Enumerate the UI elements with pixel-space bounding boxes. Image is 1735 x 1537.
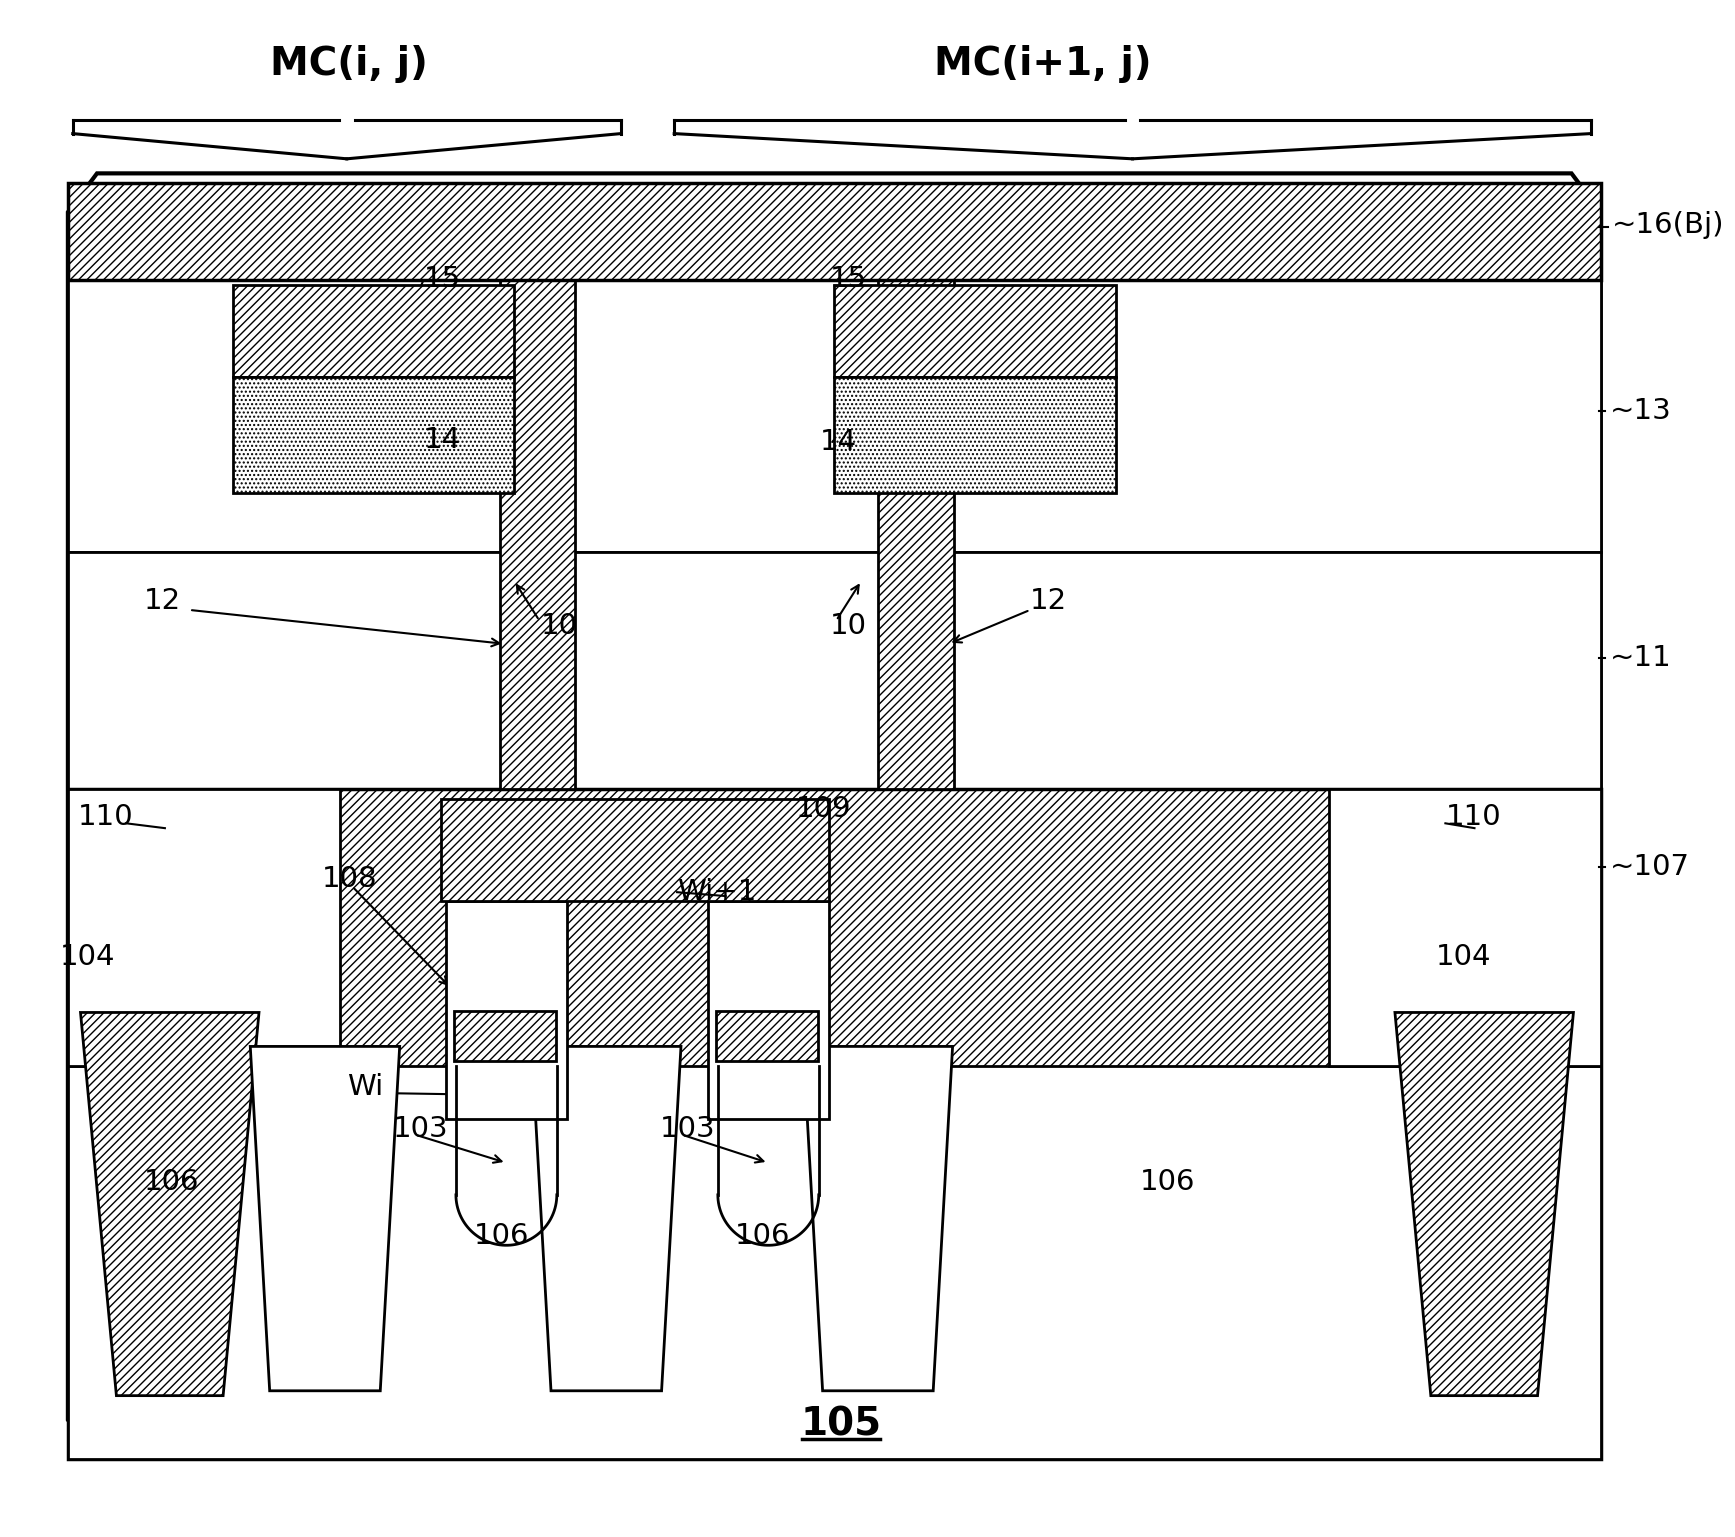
Text: 105: 105 <box>800 1406 881 1443</box>
Polygon shape <box>531 1047 680 1391</box>
Bar <box>68 790 1601 1459</box>
Bar <box>441 799 829 901</box>
Text: 106: 106 <box>736 1222 791 1250</box>
Text: ~13: ~13 <box>1610 397 1673 426</box>
Bar <box>500 280 576 790</box>
Text: 12: 12 <box>1031 587 1067 615</box>
Polygon shape <box>250 1047 399 1391</box>
Text: 104: 104 <box>61 944 116 971</box>
Bar <box>232 377 514 493</box>
Bar <box>717 1010 817 1061</box>
Text: 10: 10 <box>541 612 578 641</box>
Text: 109: 109 <box>795 795 850 822</box>
Text: Wi+1: Wi+1 <box>677 878 756 907</box>
Bar <box>68 280 1601 552</box>
Text: 15: 15 <box>423 264 462 294</box>
Text: 14: 14 <box>819 429 857 456</box>
Bar <box>1329 790 1601 1065</box>
Bar <box>878 280 954 790</box>
Text: ~107: ~107 <box>1610 853 1690 881</box>
Text: MC(i, j): MC(i, j) <box>271 45 429 83</box>
Bar <box>68 1065 1601 1459</box>
Text: 12: 12 <box>144 587 180 615</box>
Text: 106: 106 <box>1140 1168 1195 1196</box>
Polygon shape <box>80 1013 259 1396</box>
Text: 106: 106 <box>474 1222 529 1250</box>
Bar <box>446 901 567 1119</box>
Text: MC(i+1, j): MC(i+1, j) <box>933 45 1152 83</box>
Text: ~16(Bj): ~16(Bj) <box>1612 211 1725 238</box>
Text: ~11: ~11 <box>1610 644 1673 672</box>
Bar <box>455 1010 555 1061</box>
Text: 15: 15 <box>829 264 866 294</box>
Bar <box>835 284 1116 377</box>
Text: 108: 108 <box>323 865 378 893</box>
Polygon shape <box>68 174 1601 1459</box>
Text: 110: 110 <box>1445 802 1501 830</box>
Text: 103: 103 <box>659 1114 715 1144</box>
Text: 10: 10 <box>829 612 866 641</box>
Text: 14: 14 <box>423 426 462 453</box>
Bar <box>232 284 514 377</box>
Text: 110: 110 <box>78 802 134 830</box>
Text: 104: 104 <box>1435 944 1490 971</box>
Polygon shape <box>1395 1013 1574 1396</box>
Bar <box>68 183 1601 280</box>
Polygon shape <box>803 1047 953 1391</box>
Bar <box>708 901 829 1119</box>
Bar <box>835 377 1116 493</box>
Bar <box>68 790 340 1065</box>
Text: 103: 103 <box>392 1114 449 1144</box>
Text: Wi: Wi <box>347 1073 383 1100</box>
Text: 106: 106 <box>144 1168 200 1196</box>
Bar <box>68 552 1601 790</box>
